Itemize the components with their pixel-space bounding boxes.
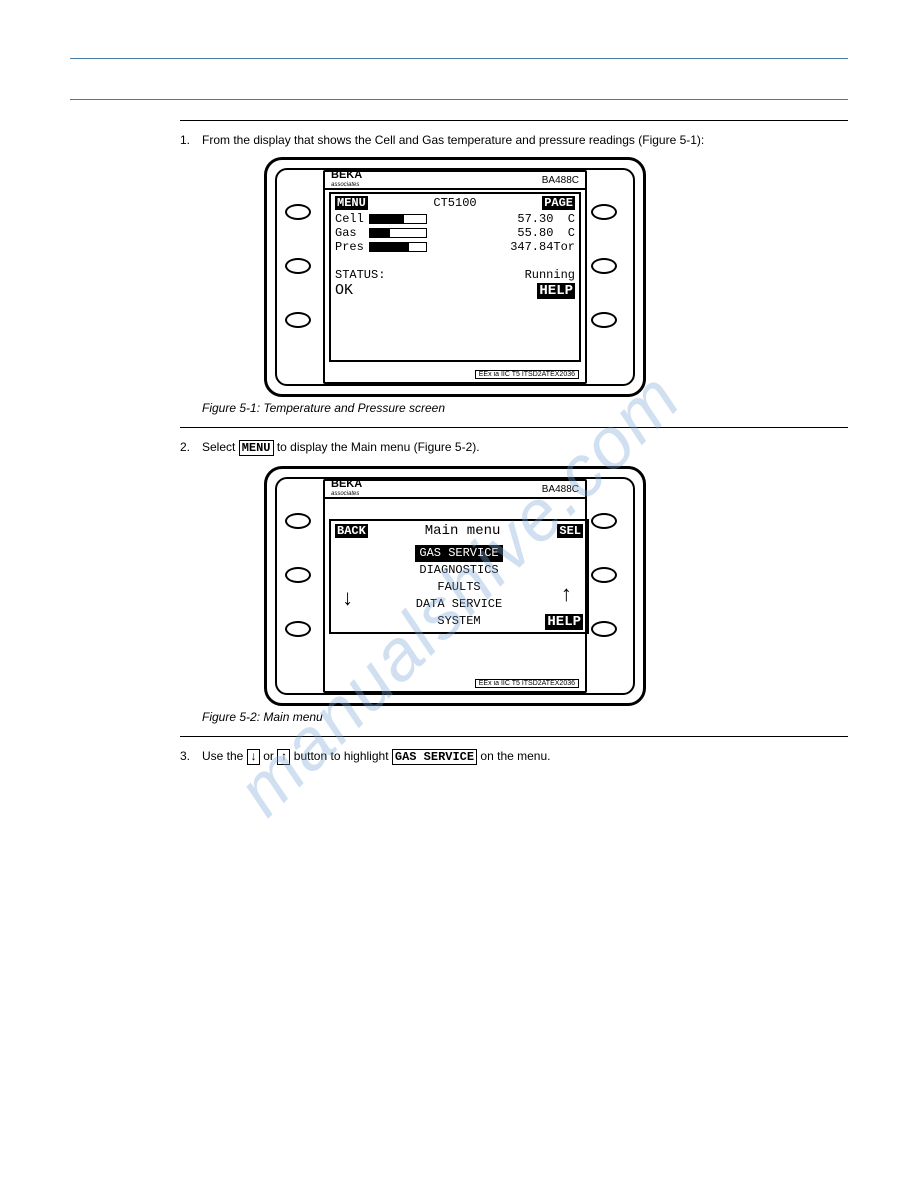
- model-label: BA488C: [542, 484, 579, 495]
- cert-label: EEx ia IIC T5 ITSD2ATEX2036: [475, 370, 579, 379]
- step-2: 2.Select MENU to display the Main menu (…: [180, 440, 848, 456]
- hw-button-left-1[interactable]: [285, 513, 311, 529]
- cell-label: Cell: [335, 212, 369, 226]
- figure-caption-1: Figure 5-1: Temperature and Pressure scr…: [202, 401, 848, 415]
- hw-button-left-2[interactable]: [285, 258, 311, 274]
- status-label: STATUS:: [335, 268, 385, 282]
- hw-button-left-3[interactable]: [285, 621, 311, 637]
- menu-item-gas-service[interactable]: GAS SERVICE: [415, 545, 502, 562]
- step-1: 1.From the display that shows the Cell a…: [180, 133, 848, 147]
- down-arrow-icon[interactable]: ↓: [341, 587, 354, 612]
- cell-value: 57.30 C: [427, 212, 575, 226]
- menu-item-system[interactable]: SYSTEM: [437, 614, 480, 628]
- hw-button-right-3[interactable]: [591, 312, 617, 328]
- help-softkey[interactable]: HELP: [545, 614, 583, 630]
- gas-value: 55.80 C: [427, 226, 575, 240]
- model-label: BA488C: [542, 175, 579, 186]
- divider: [180, 736, 848, 737]
- hw-button-right-1[interactable]: [591, 513, 617, 529]
- hw-button-left-3[interactable]: [285, 312, 311, 328]
- brand-label: BEKAassociates: [331, 171, 362, 189]
- menu-softkey[interactable]: MENU: [335, 196, 368, 210]
- back-softkey[interactable]: BACK: [335, 524, 368, 538]
- hw-button-right-3[interactable]: [591, 621, 617, 637]
- step-3: 3.Use the ↓ or ↑ button to highlight GAS…: [180, 749, 848, 765]
- screen-title: CT5100: [433, 196, 476, 210]
- pres-label: Pres: [335, 240, 369, 254]
- menu-item-faults[interactable]: FAULTS: [437, 580, 480, 594]
- brand-label: BEKAassociates: [331, 480, 362, 498]
- device-fig-5-1: BEKAassociates BA488C MENU CT5100 PAGE C…: [264, 157, 646, 397]
- header-rule-top: [70, 58, 848, 59]
- device-fig-5-2: BEKAassociates BA488C BACK Main menu SEL…: [264, 466, 646, 706]
- header-rule-top-2: [70, 99, 848, 100]
- divider: [180, 120, 848, 121]
- screen-title: Main menu: [425, 523, 501, 539]
- divider: [180, 427, 848, 428]
- figure-caption-2: Figure 5-2: Main menu: [202, 710, 848, 724]
- hw-button-left-2[interactable]: [285, 567, 311, 583]
- hw-button-right-2[interactable]: [591, 567, 617, 583]
- menu-item-diagnostics[interactable]: DIAGNOSTICS: [419, 563, 498, 577]
- hw-button-right-1[interactable]: [591, 204, 617, 220]
- page-softkey[interactable]: PAGE: [542, 196, 575, 210]
- help-softkey[interactable]: HELP: [537, 283, 575, 299]
- status-value: Running: [525, 268, 575, 282]
- sel-softkey[interactable]: SEL: [557, 524, 583, 538]
- hw-button-right-2[interactable]: [591, 258, 617, 274]
- ok-softkey[interactable]: OK: [335, 282, 353, 299]
- up-arrow-icon[interactable]: ↑: [560, 583, 573, 608]
- gas-label: Gas: [335, 226, 369, 240]
- menu-item-data-service[interactable]: DATA SERVICE: [416, 597, 502, 611]
- cert-label: EEx ia IIC T5 ITSD2ATEX2036: [475, 679, 579, 688]
- pres-value: 347.84Tor: [427, 240, 575, 254]
- hw-button-left-1[interactable]: [285, 204, 311, 220]
